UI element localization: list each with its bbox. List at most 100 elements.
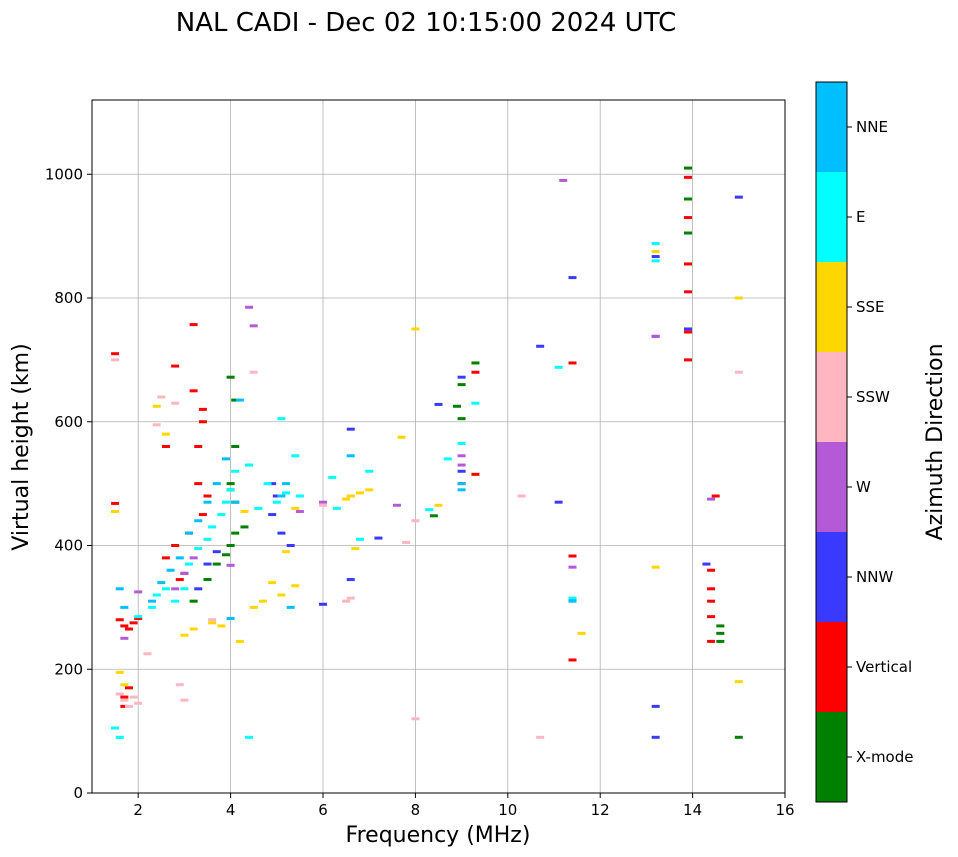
point-ssw [175,683,184,687]
point-e [115,735,124,739]
point-ssw [411,519,420,523]
colorbar-segment-w [816,442,847,532]
x-tick-label: 10 [498,801,517,819]
point-vertical [711,494,720,498]
point-ssw [517,494,526,498]
point-vertical [568,658,577,662]
point-e [226,488,235,492]
point-sse [651,250,660,254]
point-vertical [198,420,207,424]
point-nnw [286,544,295,547]
point-vertical [161,445,170,448]
point-ssw [402,540,411,544]
point-nne [175,556,184,560]
x-tick-label: 16 [775,801,794,819]
point-nnw [268,482,277,486]
point-ssw [124,704,133,708]
point-vertical [471,472,480,476]
point-sse [397,435,406,439]
point-ssw [115,692,124,696]
point-nnw [651,255,660,259]
colorbar-segment-e [816,172,847,262]
point-e [254,506,263,510]
point-vertical [124,686,133,690]
point-sse [152,404,161,408]
point-sse [291,584,300,588]
point-vertical [115,618,124,622]
point-nnw [568,276,577,280]
y-axis-ticks: 0 200 400 600 800 1000 [45,165,92,802]
colorbar: X-mode Vertical NNW W SSW SSE E NNE [815,81,913,803]
point-x-mode [231,398,240,402]
point-x-mode [231,531,240,535]
point-e [134,615,143,619]
point-e [263,482,272,486]
point-vertical [129,621,138,625]
point-nnw [683,327,692,331]
point-e [355,537,364,541]
point-e [651,259,660,263]
point-sse [355,491,364,495]
point-w [707,497,716,501]
point-w [295,509,304,513]
point-vertical [471,370,480,374]
colorbar-segment-sse [816,262,847,352]
y-tick-label: 800 [54,289,83,307]
point-x-mode [226,375,235,379]
point-vertical [683,216,692,220]
x-tick-label: 6 [318,801,328,819]
point-vertical [194,445,203,448]
point-w [651,334,660,338]
point-vertical [120,624,129,628]
point-sse [258,599,267,603]
y-axis-label: Virtual height (km) [9,343,34,550]
point-sse [180,633,189,637]
point-vertical [161,556,170,560]
point-e [554,365,563,369]
point-vertical [120,704,129,708]
point-ssw [319,503,327,507]
point-sse [268,581,277,585]
point-vertical [707,587,716,591]
point-sse [277,593,286,597]
colorbar-tick-label: W [856,478,871,496]
point-sse [365,488,374,492]
point-sse [351,547,360,551]
point-vertical [120,695,129,699]
point-nne [120,605,129,609]
point-e [180,587,189,591]
point-sse [342,497,351,501]
point-w [120,636,129,640]
point-x-mode [226,482,235,486]
point-e [194,547,203,551]
point-e [185,562,194,566]
point-x-mode [231,445,240,448]
point-nne [194,519,203,523]
point-sse [291,506,300,510]
point-x-mode [189,599,198,603]
x-axis-label: Frequency (MHz) [346,823,531,848]
point-x-mode [683,231,692,235]
point-vertical [683,175,692,179]
point-vertical [683,290,692,294]
point-w [245,305,254,309]
point-x-mode [452,404,461,408]
point-e [171,599,180,603]
point-sse [120,683,129,687]
point-x-mode [471,361,480,365]
point-sse [577,631,586,635]
point-e [365,469,374,473]
point-sse [411,327,420,331]
point-x-mode [716,639,725,643]
point-ssw [129,695,138,699]
point-e [245,463,254,467]
colorbar-tick-label: SSW [856,388,890,406]
point-vertical [568,554,577,558]
point-nne [286,605,295,609]
point-e [282,491,291,495]
point-nne [166,568,175,572]
point-nne [226,617,235,621]
colorbar-segment-ssw [816,352,847,442]
point-w [392,503,401,507]
point-vertical [175,578,184,582]
